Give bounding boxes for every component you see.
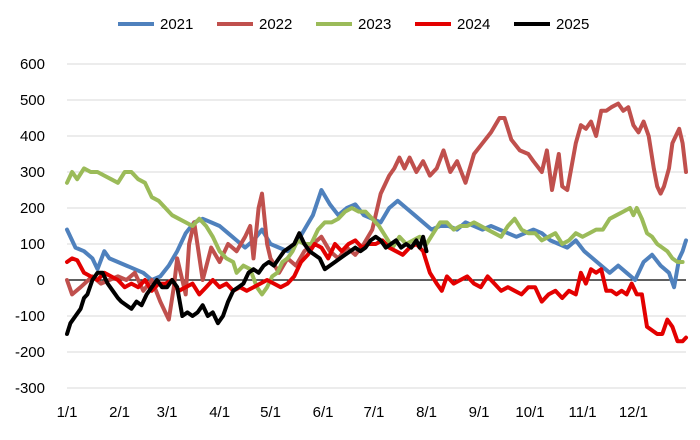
y-tick-label: 200 xyxy=(20,200,45,217)
x-tick-label: 12/1 xyxy=(619,404,648,421)
y-tick-label: -100 xyxy=(15,308,45,325)
x-tick-label: 8/1 xyxy=(416,404,437,421)
legend-label: 2022 xyxy=(259,16,292,33)
x-tick-label: 3/1 xyxy=(157,404,178,421)
y-tick-label: -200 xyxy=(15,344,45,361)
x-tick-label: 7/1 xyxy=(364,404,385,421)
legend: 2021 2022 2023 2024 2025 xyxy=(118,16,589,33)
y-tick-label: 400 xyxy=(20,128,45,145)
series-line-2021 xyxy=(65,188,688,290)
y-tick-label: 600 xyxy=(20,56,45,73)
series-line-2025 xyxy=(65,231,429,336)
x-tick-label: 9/1 xyxy=(469,404,490,421)
x-tick-label: 10/1 xyxy=(515,404,544,421)
x-tick-label: 5/1 xyxy=(260,404,281,421)
y-tick-label: -300 xyxy=(15,380,45,397)
x-tick-label: 11/1 xyxy=(569,404,597,421)
legend-label: 2025 xyxy=(556,16,589,33)
x-tick-label: 4/1 xyxy=(209,404,230,421)
y-tick-label: 0 xyxy=(37,272,45,289)
series-line-2022 xyxy=(65,101,688,322)
x-tick-label: 2/1 xyxy=(109,404,130,421)
x-axis: 1/1 2/1 3/1 4/1 5/1 6/1 7/1 8/1 9/1 10/1 11/1 12/1 xyxy=(57,404,648,421)
legend-label: 2021 xyxy=(160,16,193,33)
series-line-2023 xyxy=(65,166,685,297)
y-tick-label: 300 xyxy=(20,164,45,181)
y-axis: 600 500 400 300 200 100 0 -100 -200 -300 xyxy=(15,56,45,397)
x-tick-label: 1/1 xyxy=(57,404,78,421)
legend-label: 2024 xyxy=(457,16,490,33)
y-tick-label: 500 xyxy=(20,92,45,109)
series-line-2024 xyxy=(65,238,688,344)
legend-label: 2023 xyxy=(358,16,391,33)
x-tick-label: 6/1 xyxy=(313,404,334,421)
series-lines xyxy=(65,101,688,344)
y-tick-label: 100 xyxy=(20,236,45,253)
